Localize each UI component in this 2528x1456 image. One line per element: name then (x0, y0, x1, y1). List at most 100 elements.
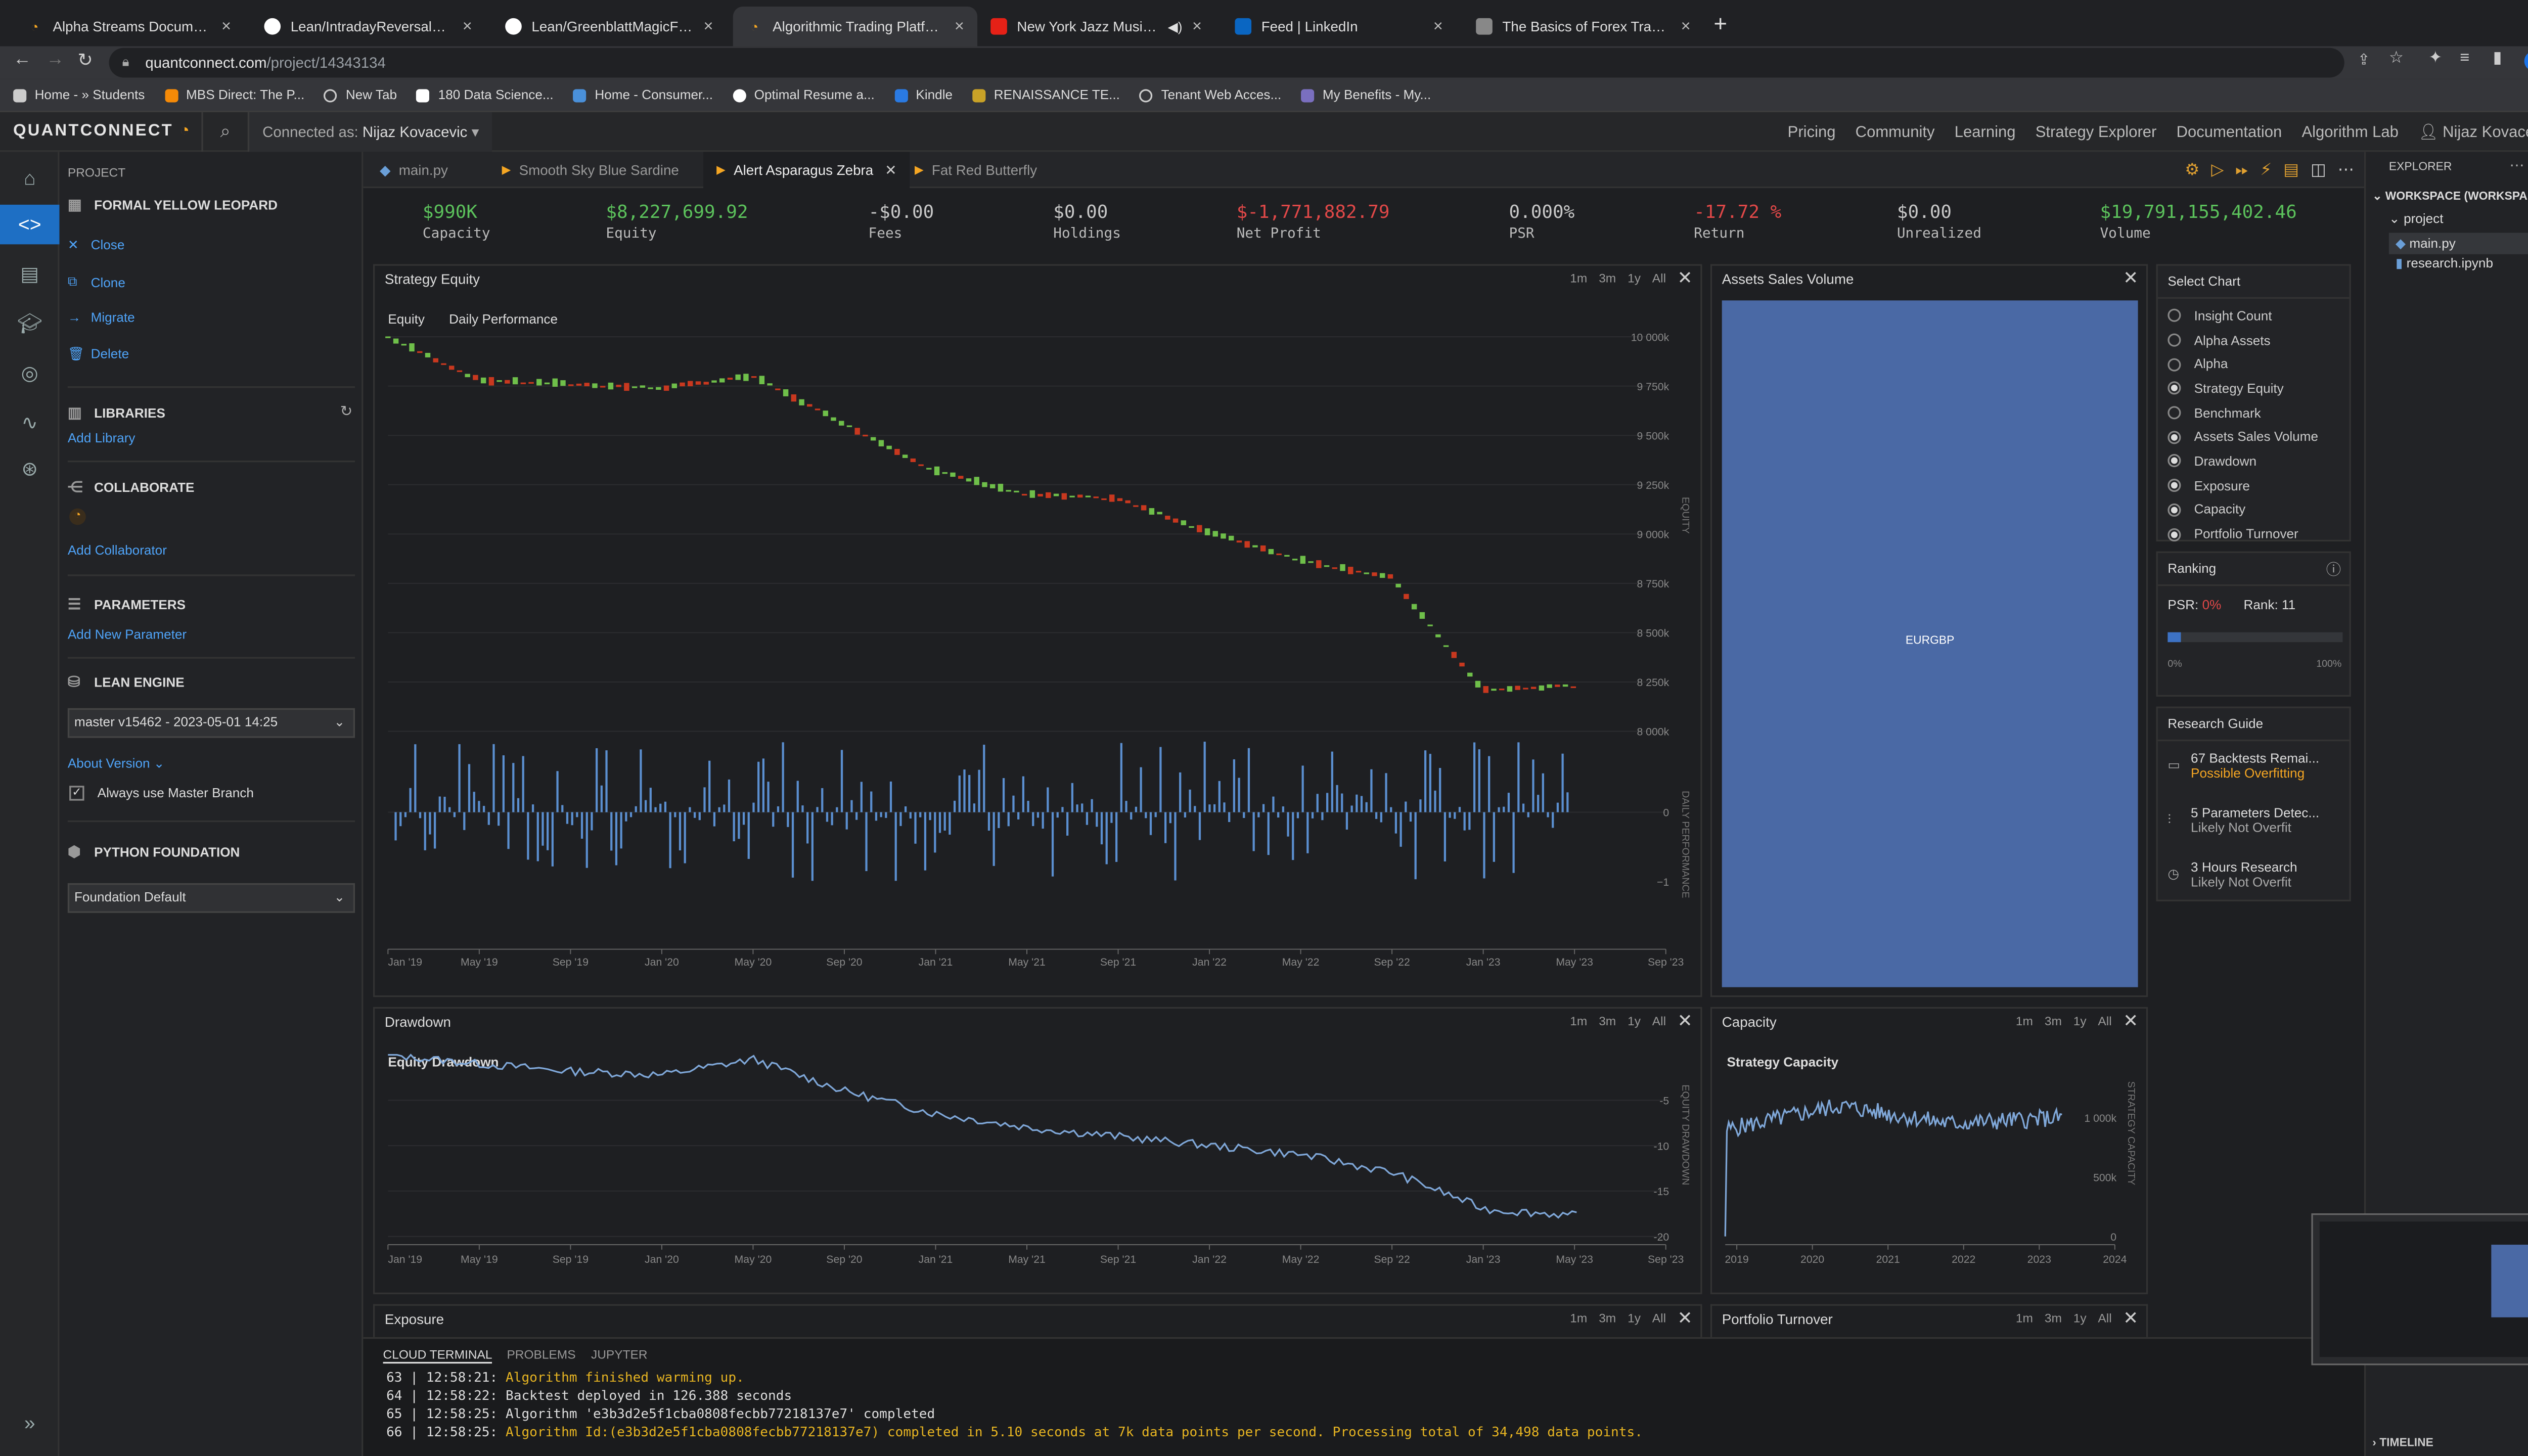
file-row-main[interactable]: ◆ main.py (2389, 233, 2528, 254)
more-icon[interactable]: ⋯ (2509, 157, 2524, 175)
folder-row[interactable]: ⌄ project (2389, 211, 2444, 226)
add-library-link[interactable]: Add Library (68, 431, 136, 445)
chart-option[interactable]: Drawdown (2158, 449, 2350, 474)
chart-option[interactable]: Alpha (2158, 352, 2350, 377)
chart-option[interactable]: Capacity (2158, 497, 2350, 522)
close-icon[interactable]: × (463, 17, 472, 35)
foundation-select[interactable]: Foundation Default ⌄ (68, 883, 355, 913)
user-menu[interactable]: 👤︎ Nijaz Kovacevic ▾ (2418, 123, 2528, 141)
tab-backtest-active[interactable]: ▶ Alert Asparagus Zebra ✕ (703, 152, 910, 188)
chart-option[interactable]: Alpha Assets (2158, 328, 2350, 352)
learning-icon[interactable]: 🎓︎ (13, 307, 46, 340)
more-icon[interactable]: ⋯ (2338, 161, 2355, 179)
research-item[interactable]: ◷ 3 Hours Research Likely Not Overfit (2168, 860, 2297, 890)
range-1m[interactable]: 1m (2016, 1311, 2033, 1326)
code-icon[interactable]: <> (0, 205, 60, 244)
tab-backtest[interactable]: ▶ Smooth Sky Blue Sardine (489, 152, 692, 188)
url-bar[interactable]: 🔒︎ quantconnect.com/project/14343134 (109, 48, 2344, 78)
browser-tab[interactable]: Lean/IntradayReversalCurrency × (251, 7, 485, 46)
extensions-icon[interactable]: ✦ (2428, 50, 2442, 68)
about-version-link[interactable]: About Version ⌄ (68, 756, 165, 771)
tab-main-py[interactable]: ◆ main.py (367, 152, 461, 188)
close-icon[interactable]: ✕ (885, 161, 896, 179)
nav-pricing[interactable]: Pricing (1788, 123, 1836, 141)
chart-option[interactable]: Assets Sales Volume (2158, 425, 2350, 449)
range-1m[interactable]: 1m (1570, 1311, 1587, 1326)
live-icon[interactable]: ⚡︎ (2260, 161, 2272, 179)
chart-icon[interactable]: ∿ (13, 406, 46, 439)
workspace-row[interactable]: ⌄ WORKSPACE (WORKSPA... (2372, 190, 2528, 203)
split-icon[interactable]: ◫ (2311, 161, 2326, 179)
range-1y[interactable]: 1y (1628, 1311, 1641, 1326)
migrate-project-link[interactable]: → Migrate (68, 310, 135, 325)
bookmark[interactable]: My Benefits - My... (1301, 87, 1431, 102)
browser-tab[interactable]: The Basics of Forex Trading × (1463, 7, 1704, 46)
settings-icon[interactable]: ⚙ (2185, 161, 2199, 179)
database-icon[interactable]: ◎ (13, 356, 46, 389)
close-icon[interactable]: × (1192, 17, 1202, 35)
chart-option[interactable]: Exposure (2158, 474, 2350, 498)
bookmark[interactable]: MBS Direct: The P... (165, 87, 305, 102)
close-icon[interactable]: × (955, 17, 964, 35)
close-icon[interactable]: × (221, 17, 231, 35)
treemap-block[interactable]: EURGBP (1722, 300, 2138, 987)
always-master-checkbox[interactable]: ✓ Always use Master Branch (69, 786, 254, 800)
back-icon[interactable]: ← (13, 50, 31, 69)
lean-version-select[interactable]: master v15462 - 2023-05-01 14:25 ⌄ (68, 708, 355, 738)
media-icon[interactable]: ≡ (2460, 50, 2469, 68)
search-icon[interactable]: ⌕ (201, 112, 247, 152)
nav-documentation[interactable]: Documentation (2177, 123, 2282, 141)
add-collaborator-link[interactable]: Add Collaborator (68, 543, 167, 558)
research-item[interactable]: ⫶ 5 Parameters Detec... Likely Not Overfit (2168, 805, 2319, 835)
audio-icon[interactable]: ◀) (1168, 19, 1183, 34)
range-all[interactable]: All (1652, 1311, 1666, 1326)
file-row-research[interactable]: ▮ research.ipynb (2396, 256, 2493, 270)
clone-project-link[interactable]: ⧉ Clone (68, 274, 125, 291)
collaborator-avatar[interactable]: ◔ (69, 509, 86, 525)
sidepanel-icon[interactable]: ▮ (2493, 50, 2502, 68)
browser-tab-active[interactable]: ◔ Algorithmic Trading Platform - × (733, 7, 977, 46)
support-icon[interactable]: ⊛ (13, 452, 46, 485)
nav-learning[interactable]: Learning (1955, 123, 2016, 141)
new-tab-button[interactable]: + (1713, 10, 1727, 36)
bookmark[interactable]: Optimal Resume a... (733, 87, 875, 102)
chart-option[interactable]: Benchmark (2158, 401, 2350, 425)
connection-selector[interactable]: Connected as: Nijaz Kovacevic ▾ (248, 112, 492, 152)
close-project-link[interactable]: ✕ Close (68, 238, 124, 252)
chart-option[interactable]: Portfolio Turnover (2158, 522, 2350, 546)
nav-strategy-explorer[interactable]: Strategy Explorer (2036, 123, 2157, 141)
delete-project-link[interactable]: 🗑︎ Delete (68, 347, 129, 361)
refresh-icon[interactable]: ↻ (340, 403, 353, 421)
run-icon[interactable]: ▷ (2211, 161, 2224, 179)
close-icon[interactable]: × (1681, 17, 1691, 35)
nav-community[interactable]: Community (1856, 123, 1935, 141)
bookmark[interactable]: Home - » Students (13, 87, 145, 102)
research-item[interactable]: ▭ 67 Backtests Remai... Possible Overfitti… (2168, 751, 2319, 781)
expand-icon[interactable]: » (13, 1406, 46, 1439)
range-1y[interactable]: 1y (2073, 1311, 2087, 1326)
bookmark[interactable]: Tenant Web Acces... (1140, 87, 1281, 102)
share-icon[interactable]: ⇪ (2358, 51, 2370, 69)
chart-option[interactable]: Insight Count (2158, 304, 2350, 328)
forward-icon[interactable]: → (46, 50, 64, 69)
close-icon[interactable]: ✕ (2123, 267, 2138, 289)
optimize-icon[interactable]: ⏩︎ (2235, 161, 2248, 179)
range-all[interactable]: All (2098, 1311, 2111, 1326)
close-icon[interactable]: ✕ (2123, 1307, 2138, 1329)
range-3m[interactable]: 3m (2045, 1311, 2062, 1326)
browser-tab[interactable]: Feed | LinkedIn × (1222, 7, 1456, 46)
quantconnect-logo[interactable]: QUANTCONNECT ◔ (13, 122, 191, 141)
close-icon[interactable]: × (1433, 17, 1443, 35)
reload-icon[interactable]: ↻ (77, 50, 93, 71)
browser-tab[interactable]: ◔Alpha Streams Documentation× (13, 7, 244, 46)
browser-tab[interactable]: Lean/GreenblattMagicFormula × (492, 7, 727, 46)
bookmark[interactable]: Home - Consumer... (573, 87, 713, 102)
close-icon[interactable]: × (704, 17, 713, 35)
timeline-row[interactable]: › TIMELINE (2372, 1438, 2433, 1449)
chart-option[interactable]: Strategy Equity (2158, 377, 2350, 401)
nav-algorithm-lab[interactable]: Algorithm Lab (2301, 123, 2398, 141)
browser-tab[interactable]: New York Jazz Music 10 H ◀) × (977, 7, 1215, 46)
tab-problems[interactable]: PROBLEMS (507, 1347, 575, 1361)
help-icon[interactable]: ⓘ (2326, 558, 2341, 579)
tab-jupyter[interactable]: JUPYTER (591, 1347, 648, 1361)
